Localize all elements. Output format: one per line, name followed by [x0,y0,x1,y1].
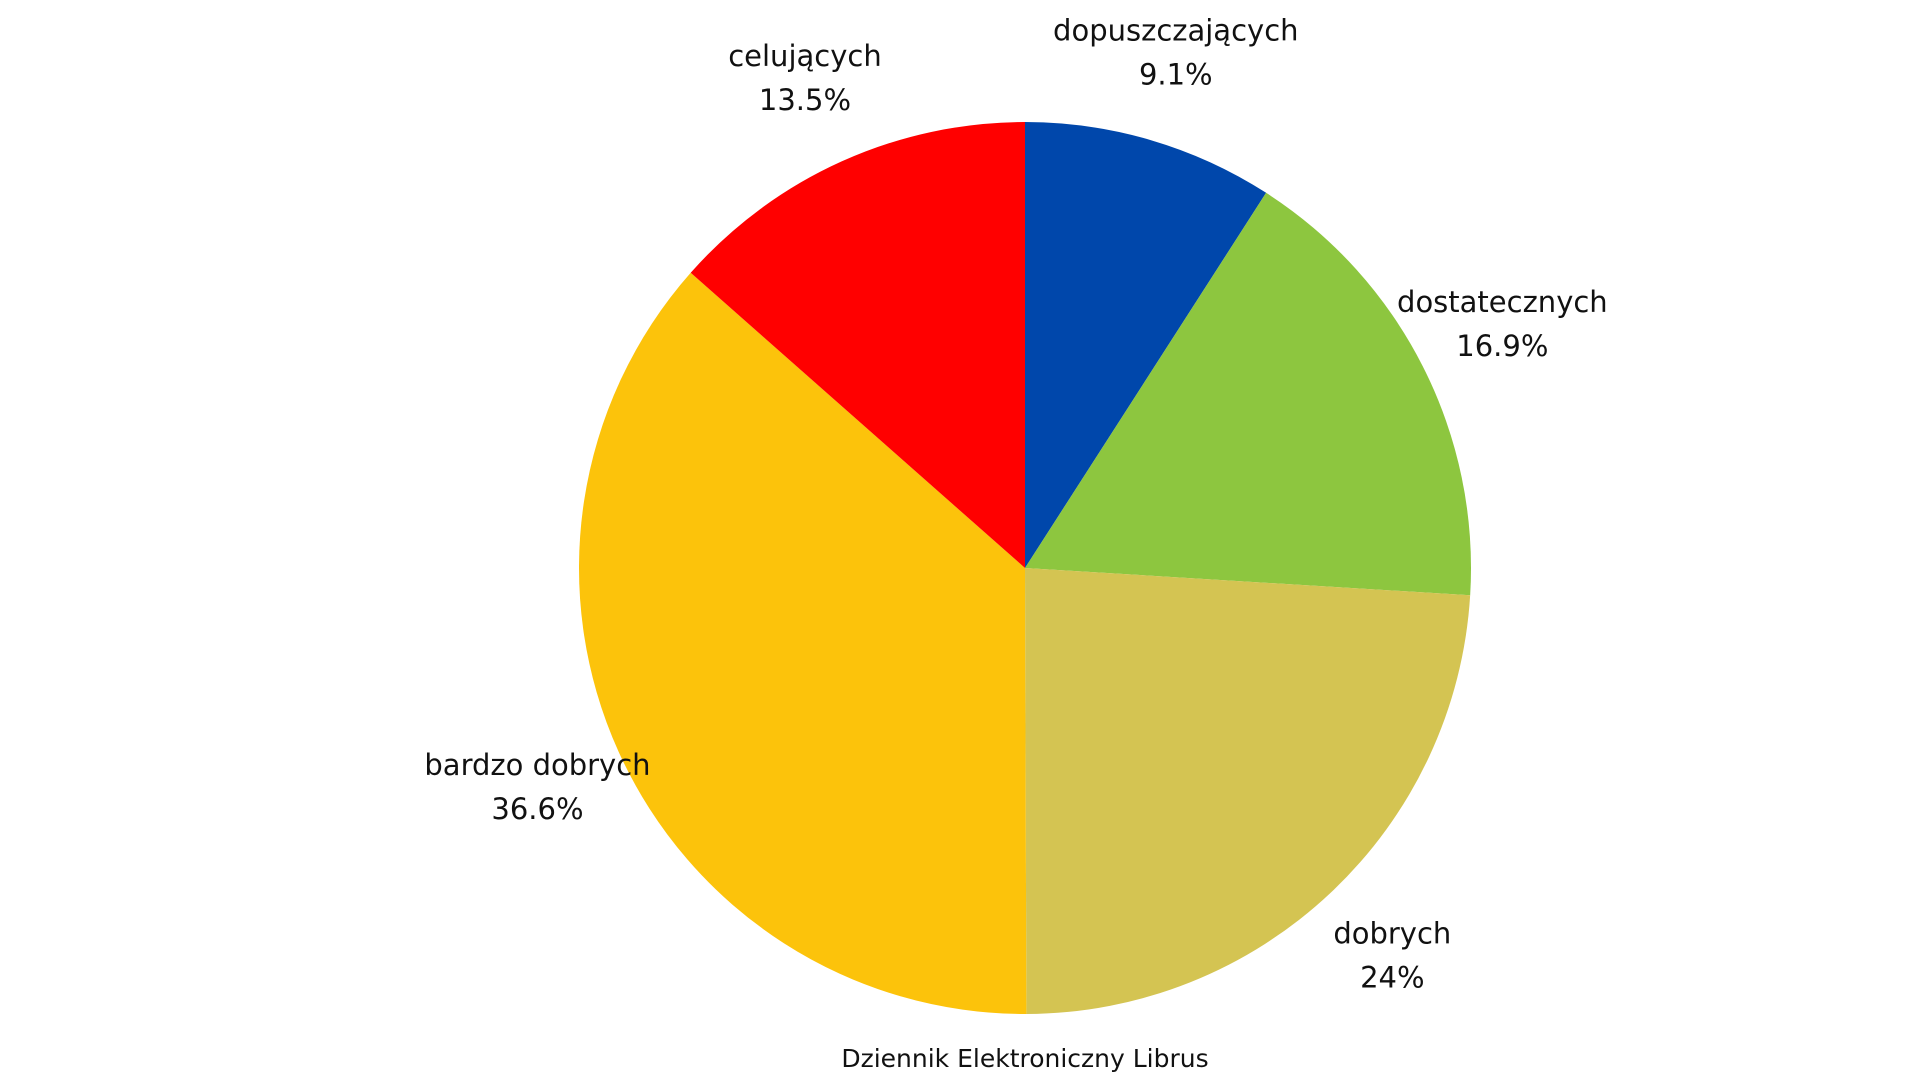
chart-caption: Dziennik Elektroniczny Librus [841,1044,1208,1073]
slice-value-label: 13.5% [759,83,851,117]
pie-slice [579,272,1027,1015]
slice-label: dostatecznych [1397,285,1608,319]
pie-slice [690,122,1025,568]
slice-label: dobrych [1333,916,1451,950]
slice-value-label: 36.6% [491,792,583,826]
pie-slice [1025,568,1471,1014]
pie-slice [1025,122,1267,568]
slice-label: dopuszczających [1053,13,1298,47]
slice-value-label: 24% [1360,960,1424,994]
slice-label: bardzo dobrych [424,748,650,782]
pie-slice [1025,192,1471,596]
slice-value-label: 16.9% [1456,329,1548,363]
slice-label: celujących [728,39,881,73]
slice-value-label: 9.1% [1139,57,1213,91]
